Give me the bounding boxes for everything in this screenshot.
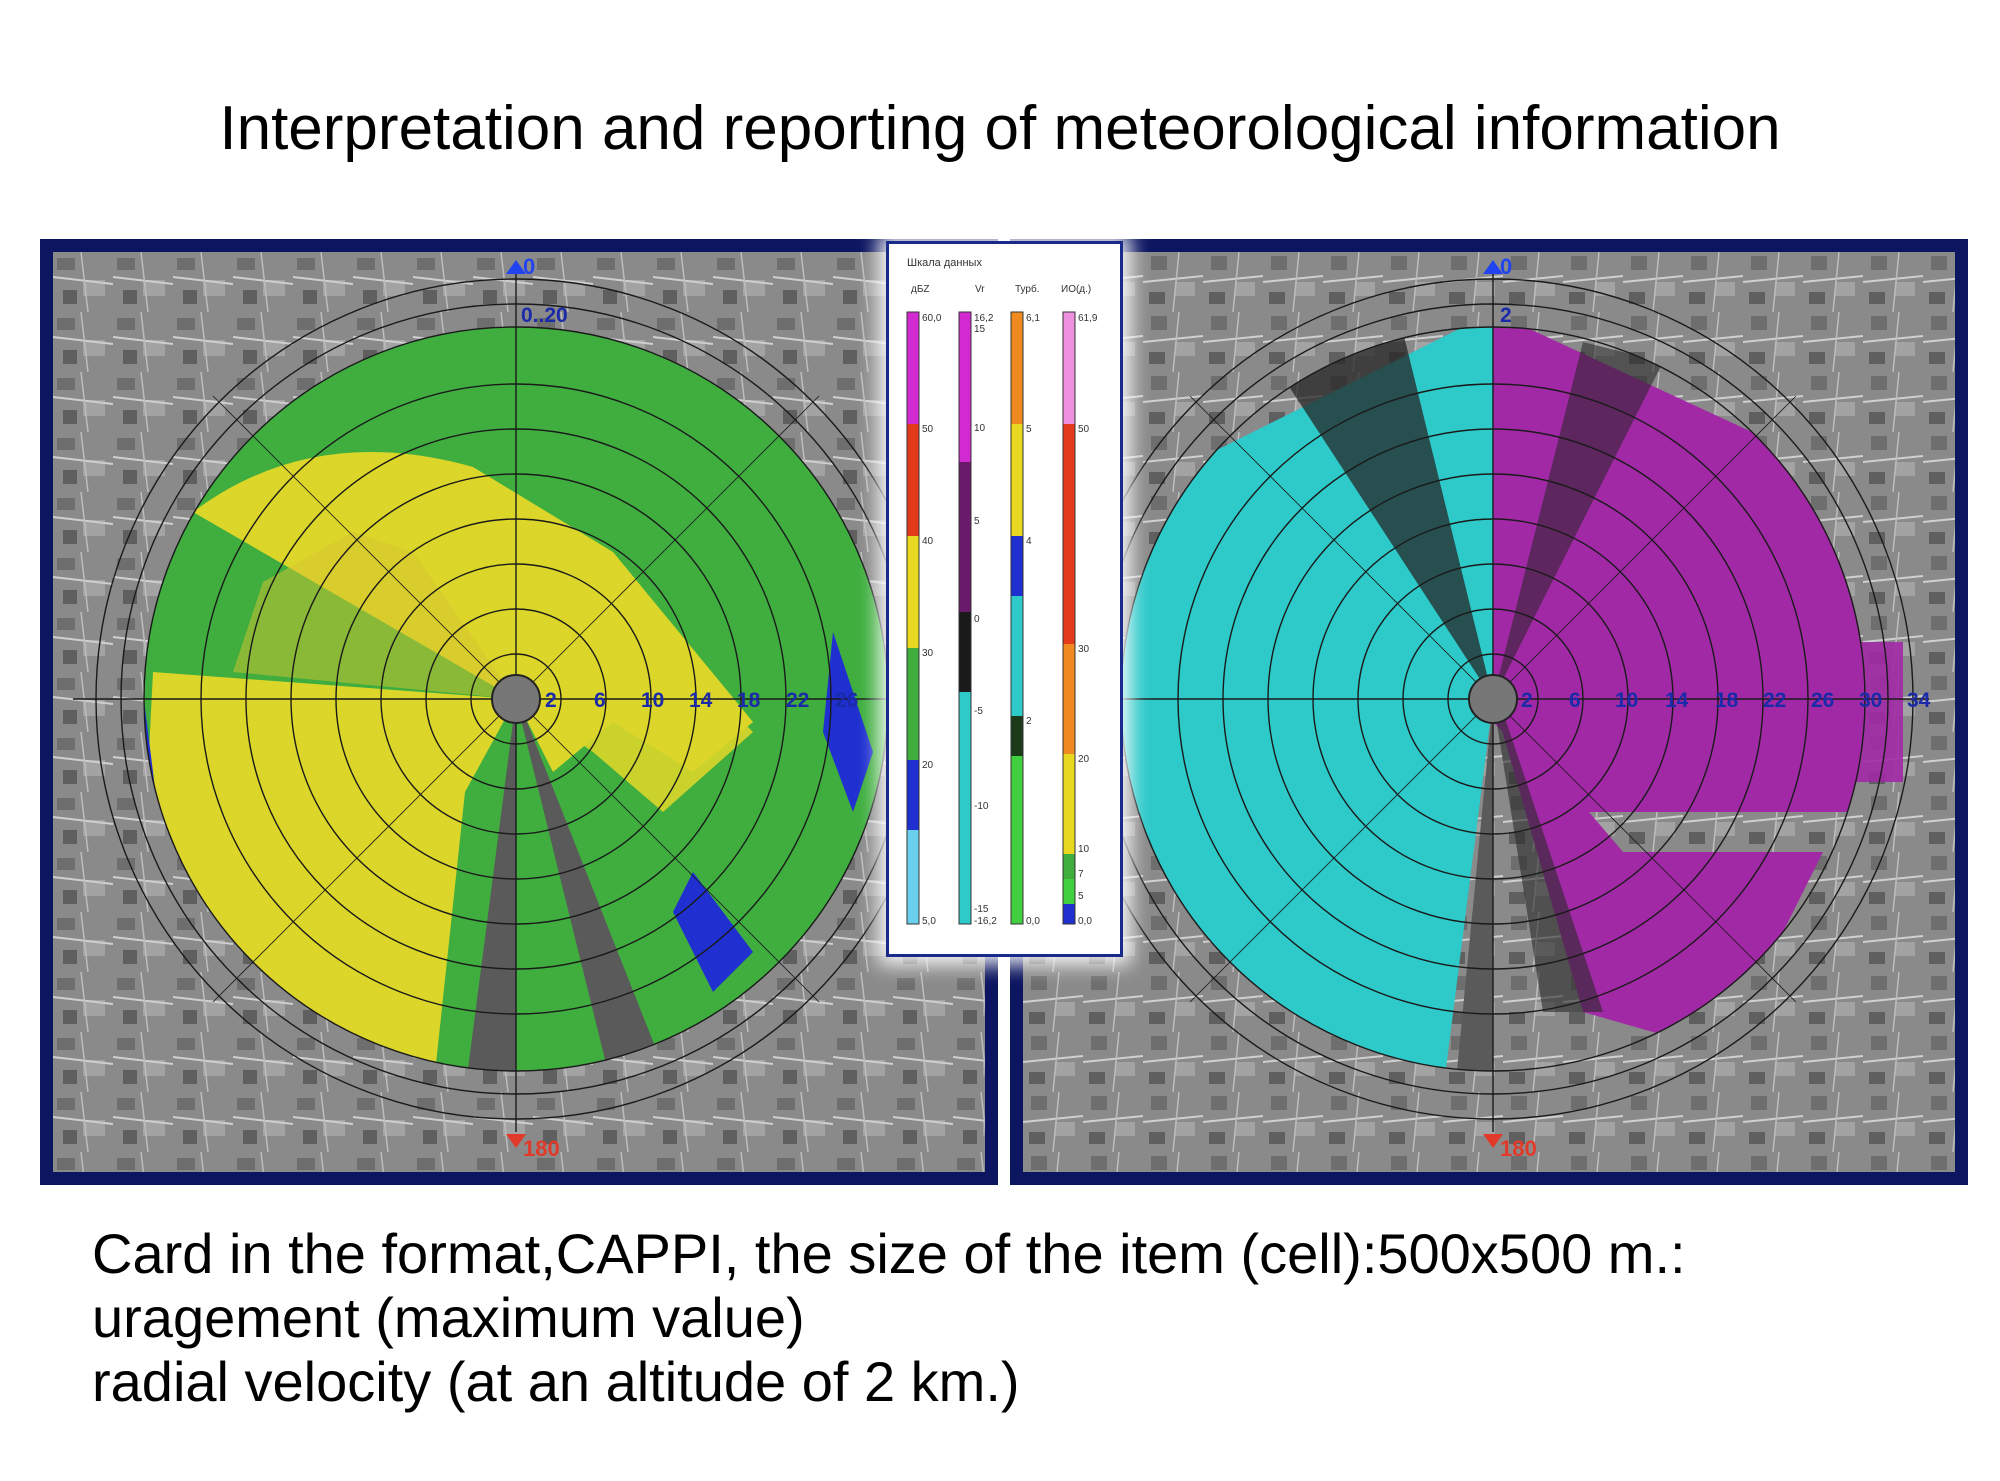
vr-tick-0: 0: [974, 614, 980, 625]
vr-tick-10: 10: [974, 423, 986, 434]
top-azimuth-label: 0: [523, 254, 535, 279]
range-label-22: 22: [1763, 689, 1786, 712]
vr-tick-16-2: 16,2: [974, 313, 994, 324]
vr-tick-minus-15: -15: [974, 904, 989, 915]
range-label-2: 2: [1521, 689, 1533, 712]
south-marker-icon: [506, 1134, 526, 1148]
range-label-14: 14: [689, 689, 713, 712]
turb-color-bar: [1010, 311, 1024, 925]
vr-tick-minus-16-2: -16,2: [974, 916, 997, 927]
legend-color-bars: 60,0 50 40 30 20 5,0 16,2 15 10 5 0 -5 -…: [906, 311, 1098, 927]
reflectivity-radar-map[interactable]: 0 0..20 2 6 10 14 18 22 26 180: [53, 252, 985, 1172]
turb-tick-4: 4: [1026, 536, 1032, 547]
velocity-radar-panel[interactable]: 0 2 2 6 10 14 18 22 26 30 34 180: [1010, 239, 1968, 1185]
caption-line-3: radial velocity (at an altitude of 2 km.…: [92, 1350, 1020, 1413]
reflectivity-radar-panel[interactable]: 0 0..20 2 6 10 14 18 22 26 180: [40, 239, 998, 1185]
range-label-6: 6: [1569, 689, 1581, 712]
caption-line-1: Card in the format,CAPPI, the size of th…: [92, 1222, 1686, 1285]
legend-header-dbz: дБZ: [911, 284, 930, 295]
legend-header-vr: Vr: [975, 284, 985, 295]
dbz-tick-60: 60,0: [922, 313, 942, 324]
north-marker-icon: [1483, 260, 1503, 274]
legend-title: Шкала данных: [907, 257, 982, 269]
range-label-18: 18: [1715, 689, 1739, 712]
dbz-color-bar: [906, 311, 920, 925]
io-tick-30: 30: [1078, 644, 1090, 655]
dbz-ticks: 60,0 50 40 30 20 5,0: [922, 313, 942, 927]
range-label-2: 2: [545, 689, 557, 712]
turb-tick-0: 0,0: [1026, 916, 1040, 927]
vr-tick-15: 15: [974, 324, 986, 335]
velocity-echo-extension: [1823, 642, 1903, 782]
north-marker-icon: [506, 260, 526, 274]
page-title: Interpretation and reporting of meteorol…: [219, 94, 1781, 163]
caption-line-2: uragement (maximum value): [92, 1286, 805, 1349]
vr-tick-minus-10: -10: [974, 801, 989, 812]
turb-tick-2: 2: [1026, 716, 1032, 727]
turb-tick-6-1: 6,1: [1026, 313, 1040, 324]
velocity-radar-map[interactable]: 0 2 2 6 10 14 18 22 26 30 34 180: [1023, 252, 1955, 1172]
height-label: 0..20: [521, 304, 568, 327]
range-label-6: 6: [594, 689, 606, 712]
vr-ticks: 16,2 15 10 5 0 -5 -10 -15 -16,2: [974, 313, 997, 927]
data-scale-legend: Шкала данных дБZ Vr Турб. ИО(д.) 60,0 50…: [886, 241, 1123, 957]
dbz-tick-50: 50: [922, 424, 934, 435]
turb-tick-5: 5: [1026, 424, 1032, 435]
range-label-18: 18: [737, 689, 761, 712]
io-tick-10: 10: [1078, 844, 1090, 855]
dbz-tick-5: 5,0: [922, 916, 936, 927]
turb-ticks: 6,1 5 4 2 0,0: [1026, 313, 1040, 927]
vr-tick-minus-5: -5: [974, 706, 983, 717]
top-azimuth-label: 0: [1500, 254, 1512, 279]
south-marker-icon: [1483, 1134, 1503, 1148]
bottom-azimuth-label: 180: [523, 1136, 560, 1161]
io-tick-0: 0,0: [1078, 916, 1092, 927]
io-tick-61-9: 61,9: [1078, 313, 1098, 324]
range-labels: 2 6 10 14 18 22 26: [545, 689, 858, 712]
io-color-bar: [1062, 311, 1076, 925]
radar-site: [491, 674, 541, 724]
range-label-14: 14: [1665, 689, 1689, 712]
io-ticks: 61,9 50 30 20 10 7 5 0,0: [1078, 313, 1098, 927]
range-label-26: 26: [835, 689, 858, 712]
range-label-10: 10: [641, 689, 664, 712]
height-label: 2: [1500, 304, 1512, 327]
bottom-azimuth-label: 180: [1500, 1136, 1537, 1161]
range-label-26: 26: [1811, 689, 1834, 712]
range-label-10: 10: [1615, 689, 1638, 712]
dbz-tick-30: 30: [922, 648, 934, 659]
range-labels: 2 6 10 14 18 22 26 30 34: [1521, 689, 1931, 712]
range-label-22: 22: [786, 689, 809, 712]
io-tick-20: 20: [1078, 754, 1090, 765]
caption: Card in the format,CAPPI, the size of th…: [92, 1222, 1686, 1414]
velocity-echo: [1121, 327, 1865, 1071]
io-tick-50: 50: [1078, 424, 1090, 435]
io-tick-5: 5: [1078, 891, 1084, 902]
legend-header-turb: Турб.: [1015, 284, 1040, 295]
range-label-30: 30: [1859, 689, 1882, 712]
dbz-tick-40: 40: [922, 536, 934, 547]
radar-site: [1468, 674, 1518, 724]
legend-header-io: ИО(д.): [1061, 284, 1092, 295]
vr-tick-5: 5: [974, 516, 980, 527]
range-label-34: 34: [1907, 689, 1931, 712]
vr-color-bar: [958, 311, 972, 925]
io-tick-7: 7: [1078, 869, 1084, 880]
dbz-tick-20: 20: [922, 760, 934, 771]
